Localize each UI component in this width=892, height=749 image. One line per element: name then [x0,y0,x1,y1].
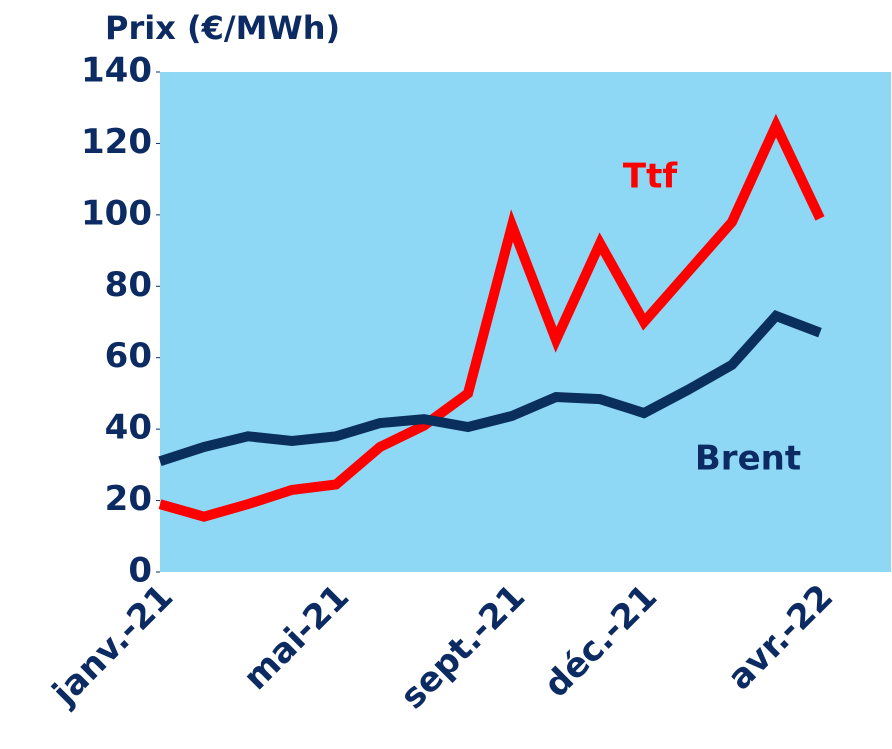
y-tick-label: 40 [105,408,152,448]
series-label: Brent [695,439,801,479]
x-tick-label: sept.-21 [393,577,533,717]
x-tick-label: janv.-21 [44,577,182,715]
y-tick-label: 100 [81,193,152,233]
x-tick-label: mai-21 [236,577,357,698]
line-series [158,310,822,467]
x-tick-label: déc.-21 [536,577,665,706]
x-tick-label: avr.-22 [720,577,841,698]
series-label: Ttf [623,157,678,197]
y-tick-label: 20 [105,479,152,519]
line-series [158,113,825,522]
y-tick-label: 120 [81,122,152,162]
y-tick-label: 80 [105,265,152,305]
chart-title: Prix (€/MWh) [105,9,340,47]
y-tick-label: 60 [105,336,152,376]
y-tick-label: 0 [128,551,152,591]
y-tick-label: 140 [81,51,152,91]
